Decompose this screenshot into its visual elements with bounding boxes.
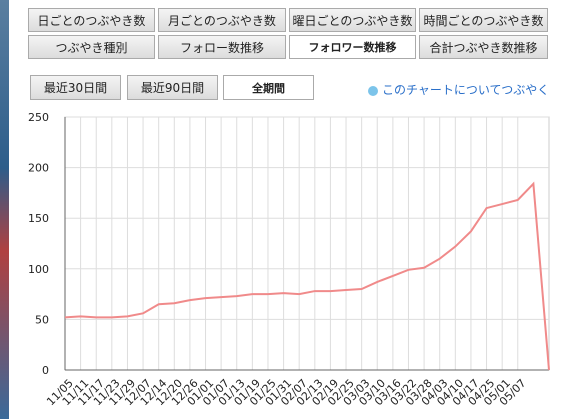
share-link[interactable]: このチャートについてつぶやく <box>368 81 549 98</box>
tab[interactable]: フォロワー数推移 <box>289 35 416 59</box>
y-tick-label: 150 <box>28 212 49 225</box>
range-button[interactable]: 最近30日間 <box>30 75 121 100</box>
plot-area <box>64 116 550 371</box>
data-line <box>64 181 550 371</box>
range-button[interactable]: 全期間 <box>223 75 314 100</box>
y-tick-label: 0 <box>42 364 49 377</box>
y-tick-label: 100 <box>28 263 49 276</box>
tab[interactable]: 合計つぶやき数推移 <box>419 35 548 59</box>
tab[interactable]: 日ごとのつぶやき数 <box>28 8 155 32</box>
share-link-text[interactable]: このチャートについてつぶやく <box>382 83 550 97</box>
tab[interactable]: フォロー数推移 <box>158 35 286 59</box>
tab[interactable]: 時間ごとのつぶやき数 <box>419 8 548 32</box>
background-photo <box>0 0 9 419</box>
y-tick-label: 250 <box>28 111 49 124</box>
range-button[interactable]: 最近90日間 <box>127 75 218 100</box>
y-tick-label: 50 <box>35 313 49 326</box>
tab[interactable]: つぶやき種別 <box>28 35 155 59</box>
tab[interactable]: 曜日ごとのつぶやき数 <box>289 8 416 32</box>
tab[interactable]: 月ごとのつぶやき数 <box>158 8 286 32</box>
y-tick-label: 200 <box>28 162 49 175</box>
